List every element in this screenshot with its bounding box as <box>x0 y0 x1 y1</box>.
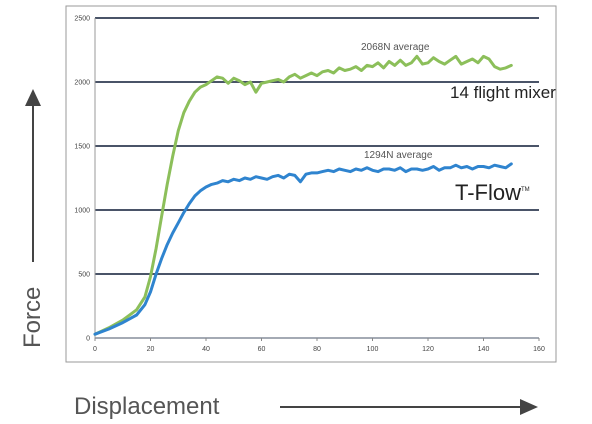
y-tick-label: 500 <box>78 272 90 279</box>
y-tick-label: 1500 <box>74 144 90 151</box>
x-tick-label: 40 <box>202 346 210 353</box>
mixer-series-label: 14 flight mixer <box>450 83 556 102</box>
plot-frame <box>65 5 557 363</box>
series-line-t-flow <box>93 162 513 336</box>
x-tick-label: 0 <box>93 346 97 353</box>
series-lines <box>93 54 513 336</box>
y-tick-label: 0 <box>86 336 90 343</box>
tflow-average-label: 1294N average <box>364 150 433 161</box>
gridlines <box>94 17 539 339</box>
tick-labels: 0 500 1000 1500 2000 2500 0 20 40 60 80 100 120 140 16… <box>74 16 545 354</box>
y-tick-label: 1000 <box>74 208 90 215</box>
x-tick-label: 140 <box>478 346 490 353</box>
tflow-series-label: T-FlowTM <box>455 180 530 205</box>
x-tick-label: 160 <box>533 346 545 353</box>
tflow-series-name: T-Flow <box>455 180 521 205</box>
x-axis-title: Displacement <box>74 393 220 420</box>
y-tick-label: 2000 <box>74 80 90 87</box>
x-axis-arrowhead <box>520 399 538 415</box>
x-tick-label: 100 <box>367 346 379 353</box>
x-tick-label: 80 <box>313 346 321 353</box>
x-tick-label: 60 <box>258 346 266 353</box>
x-tick-label: 120 <box>422 346 434 353</box>
x-tick-label: 20 <box>147 346 155 353</box>
trademark-mark: TM <box>521 187 530 193</box>
y-axis-title: Force <box>19 287 46 348</box>
mixer-average-label: 2068N average <box>361 42 430 53</box>
y-axis-arrowhead <box>25 89 41 106</box>
y-tick-label: 2500 <box>74 16 90 23</box>
series-line-14-flight-mixer <box>93 54 513 336</box>
